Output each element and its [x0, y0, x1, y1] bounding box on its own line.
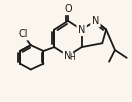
Text: H: H [69, 53, 75, 62]
Text: N: N [92, 16, 99, 26]
Text: N: N [78, 25, 85, 35]
Text: N: N [64, 51, 72, 61]
Text: Cl: Cl [18, 29, 28, 39]
Text: O: O [64, 4, 72, 14]
